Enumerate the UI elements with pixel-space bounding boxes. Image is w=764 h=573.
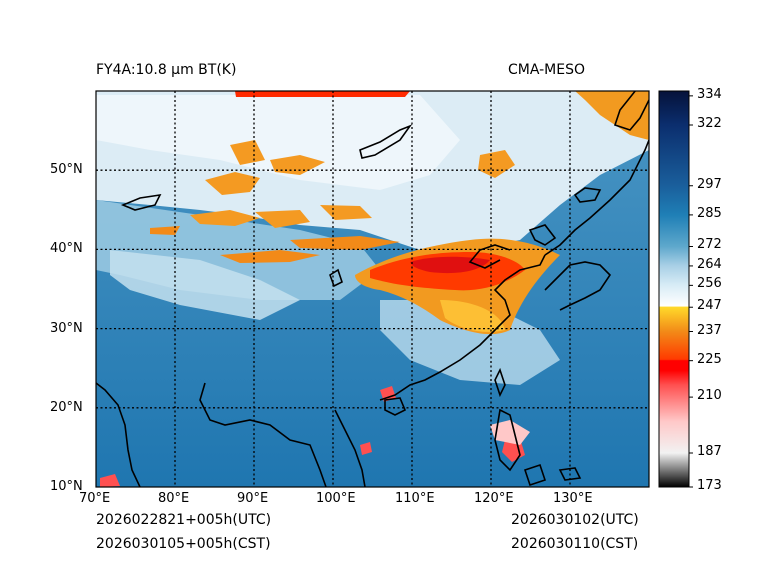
colorbar-label: 322: [697, 116, 722, 131]
longitude-label: 100°E: [316, 491, 356, 506]
init-time-utc: 2026022821+005h(UTC): [96, 512, 272, 528]
latitude-label: 30°N: [50, 320, 83, 336]
colorbar-label: 210: [697, 388, 722, 404]
init-time-cst: 2026030105+005h(CST): [96, 536, 271, 552]
longitude-label: 110°E: [395, 491, 435, 506]
graticule: [96, 91, 649, 487]
longitude-label: 70°E: [79, 491, 111, 506]
colorbar-label: 225: [697, 351, 722, 367]
latitude-label: 50°N: [50, 162, 83, 178]
coastlines: [96, 91, 649, 487]
longitude-label: 90°E: [237, 491, 269, 506]
north-cloud-highlights: [96, 95, 460, 190]
latitude-label: 20°N: [50, 399, 83, 415]
colorbar-label: 173: [697, 478, 722, 493]
latitude-label: 40°N: [50, 241, 83, 257]
valid-time-utc: 2026030102(UTC): [511, 512, 639, 528]
longitude-label: 120°E: [474, 491, 514, 506]
colorbar-label: 256: [697, 276, 722, 292]
colorbar-label: 237: [697, 322, 722, 338]
tibet-cloud: [110, 250, 300, 320]
valid-time-cst: 2026030110(CST): [511, 536, 639, 552]
colorbar-label: 264: [697, 256, 722, 272]
satellite-image: [96, 91, 649, 487]
northeast-cloud: [575, 91, 649, 140]
north-cloud-cell: [478, 150, 515, 178]
latitude-label: 10°N: [50, 479, 83, 494]
colorbar-label: 334: [697, 86, 722, 102]
frontal-cloud-yellow-edge: [440, 300, 505, 332]
colorbar-label: 247: [697, 298, 722, 314]
colorbar-ticks: [689, 95, 693, 488]
colorbar-label: 272: [697, 237, 722, 253]
colorbar-label: 285: [697, 205, 722, 221]
colorbar: [658, 90, 690, 488]
model-name: CMA-MESO: [508, 62, 586, 78]
mid-cloud-streaks: [150, 226, 400, 263]
colorbar-label: 297: [697, 176, 722, 192]
map-frame: [95, 90, 650, 488]
colorbar-label: 187: [697, 443, 722, 459]
longitude-label: 130°E: [553, 491, 593, 506]
south-china-cloud: [380, 300, 560, 385]
nw-cloud-cells-2: [190, 205, 372, 228]
tropical-convection-light: [490, 420, 530, 445]
nw-cloud-cells-1: [205, 140, 325, 195]
longitude-label: 80°E: [158, 491, 190, 506]
product-title: FY4A:10.8 µm BT(K): [96, 62, 237, 78]
north-edge-cloud: [235, 91, 410, 97]
